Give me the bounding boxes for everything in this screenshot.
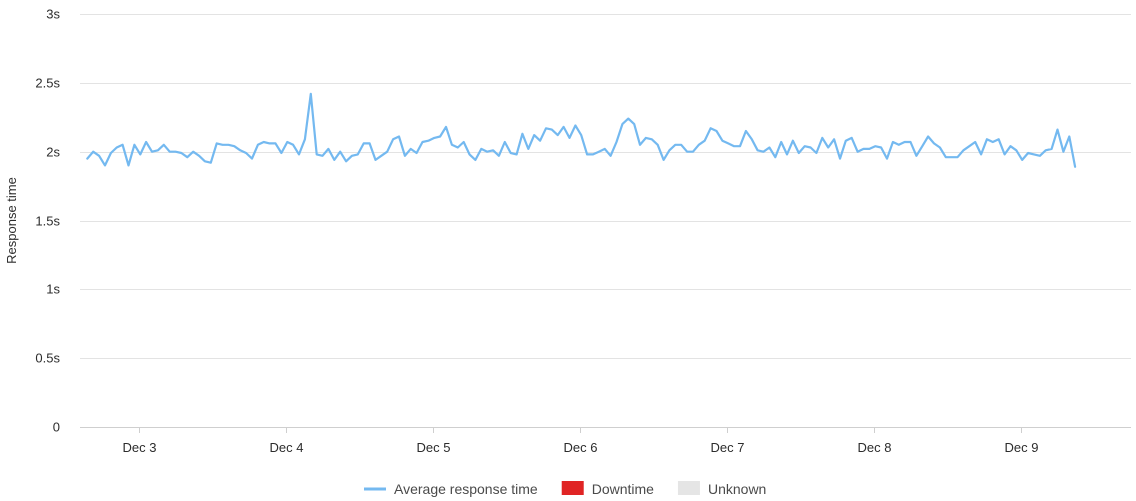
y-tick-label: 2.5s [35, 76, 60, 91]
legend: Average response time Downtime Unknown [364, 481, 766, 497]
y-tick-label: 0 [53, 420, 60, 435]
legend-label: Average response time [394, 481, 538, 497]
legend-item[interactable]: Downtime [561, 481, 654, 497]
y-tick-label: 2s [46, 145, 60, 160]
x-tick-label: Dec 9 [1005, 440, 1039, 455]
legend-swatch-box [561, 481, 584, 495]
x-tick-label: Dec 4 [270, 440, 304, 455]
y-tick-label: 1s [46, 282, 60, 297]
x-axis: Dec 3 Dec 4 Dec 5 Dec 6 Dec 7 Dec 8 Dec 9 [123, 427, 1039, 455]
y-axis: 0 0.5s 1s 1.5s 2s 2.5s 3s [35, 7, 60, 435]
plot-area [86, 92, 1077, 168]
gridlines [80, 14, 1131, 428]
y-tick-label: 1.5s [35, 214, 60, 229]
x-tick-label: Dec 8 [858, 440, 892, 455]
legend-label: Downtime [592, 481, 654, 497]
y-axis-title: Response time [4, 177, 19, 264]
legend-label: Unknown [708, 481, 766, 497]
x-tick-label: Dec 3 [123, 440, 157, 455]
x-tick-label: Dec 7 [711, 440, 745, 455]
y-tick-label: 0.5s [35, 351, 60, 366]
series-line-average-response-time [86, 92, 1077, 168]
x-tick-label: Dec 6 [564, 440, 598, 455]
legend-item[interactable]: Unknown [677, 481, 766, 497]
y-tick-label: 3s [46, 7, 60, 22]
legend-swatch-box [677, 481, 700, 495]
x-tick-label: Dec 5 [417, 440, 451, 455]
legend-item[interactable]: Average response time [364, 481, 538, 497]
